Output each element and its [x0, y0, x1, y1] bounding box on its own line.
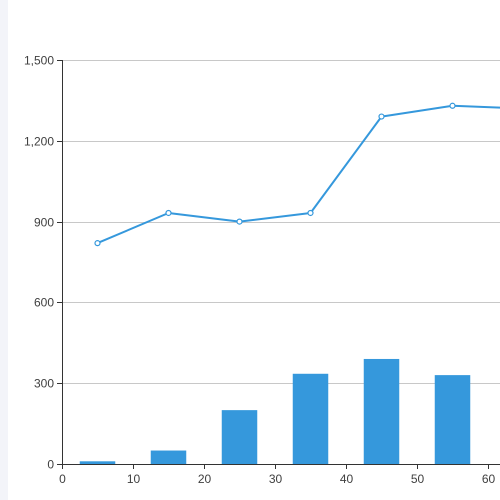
- line-point-5: [449, 102, 456, 109]
- line-point-2: [236, 218, 243, 225]
- bar-5: [434, 375, 471, 464]
- bar-series: [79, 358, 471, 464]
- bar-0: [79, 461, 116, 464]
- y-tick-label-1: 300: [34, 377, 54, 391]
- bar-3: [292, 373, 329, 464]
- x-tick-label-5: 50: [411, 472, 425, 486]
- tick-labels: 0 300 600 900 1,200 1,500 0 10 20 30 40 50 60: [24, 54, 496, 487]
- x-tick-label-0: 0: [59, 472, 66, 486]
- line-point-0: [94, 240, 101, 247]
- y-tick-label-4: 1,200: [24, 135, 54, 149]
- x-tick-label-4: 40: [340, 472, 354, 486]
- line-point-4: [378, 113, 385, 120]
- y-tick-label-5: 1,500: [24, 54, 54, 68]
- bar-2: [221, 410, 258, 464]
- x-tick-label-1: 10: [127, 472, 141, 486]
- y-tick-label-0: 0: [47, 458, 54, 472]
- axes: [57, 60, 500, 469]
- bar-1: [150, 450, 187, 464]
- line-point-3: [307, 209, 314, 217]
- x-tick-label-6: 60: [482, 472, 496, 486]
- x-tick-label-3: 30: [269, 472, 283, 486]
- gridlines: [62, 60, 500, 384]
- bar-4: [363, 358, 400, 464]
- line-series: [94, 102, 500, 247]
- y-tick-label-2: 600: [34, 296, 54, 310]
- left-panel-edge: [0, 0, 8, 500]
- y-tick-label-3: 900: [34, 216, 54, 230]
- line-point-1: [165, 209, 172, 217]
- x-tick-label-2: 20: [198, 472, 212, 486]
